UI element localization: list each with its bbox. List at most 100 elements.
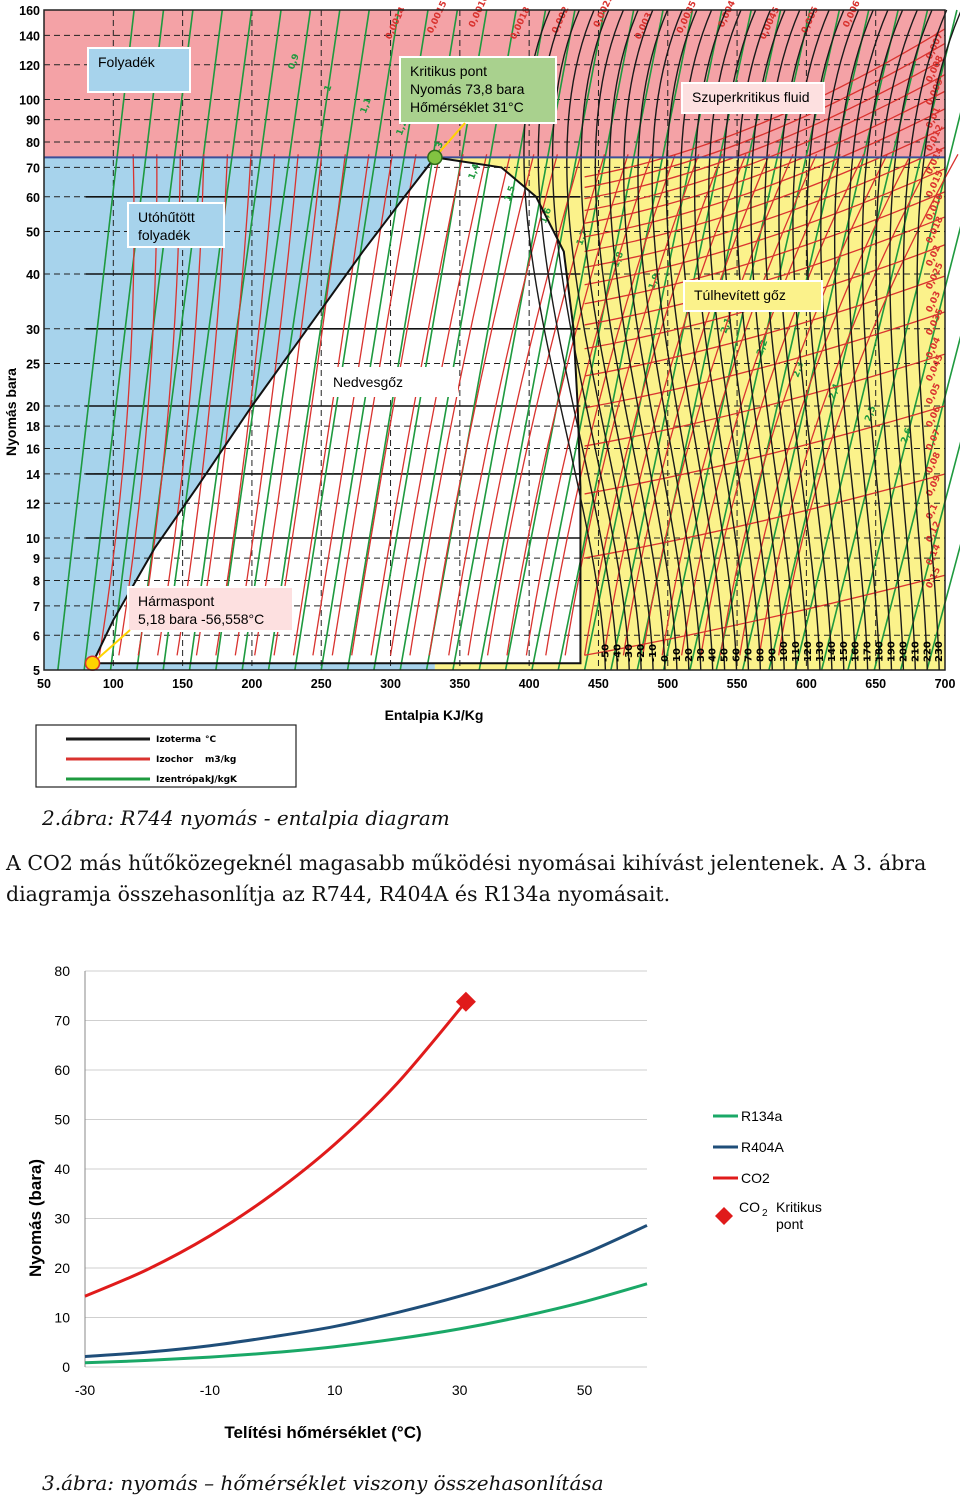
isentrope-line [162, 9, 253, 671]
y-tick-label: 5 [33, 664, 40, 678]
supercritical-label-box [681, 82, 825, 114]
isochor-line [312, 154, 394, 656]
x-tick-label: 600 [796, 677, 817, 691]
legend-label: R404A [741, 1139, 784, 1155]
y-tick-label: 40 [26, 268, 40, 282]
x-tick-label: 350 [449, 677, 470, 691]
y-tick-label: 50 [26, 226, 40, 240]
isotherm-label: 200 [898, 641, 909, 662]
triple-point-label-text: 5,18 bara -56,558°C [138, 611, 264, 627]
wet-vapor-label-box [322, 367, 458, 397]
x-tick-label: 500 [657, 677, 678, 691]
isotherm-line [889, 9, 933, 671]
isochor-line [584, 191, 946, 305]
subcooled-label-text: Utóhűtött [138, 209, 195, 225]
y-tick-label: 25 [26, 358, 40, 372]
isochor-line [584, 73, 946, 212]
supercritical-label-text: Szuperkritikus fluid [692, 89, 810, 105]
x-tick-label: 700 [935, 677, 956, 691]
legend-unit: °C [205, 735, 217, 745]
isentrope-line [847, 225, 960, 671]
y-tick-label: 70 [26, 161, 40, 175]
isochor-line [389, 154, 488, 656]
isentrope-line [215, 9, 312, 671]
isotherm-label: -30 [624, 644, 635, 662]
isotherm-label: 160 [851, 641, 862, 662]
legend-label: CO2 [741, 1170, 770, 1186]
isochor-line [448, 154, 558, 656]
isotherm-label: 10 [672, 648, 683, 662]
isotherm-label: 220 [922, 641, 933, 662]
isotherm-line [594, 9, 666, 671]
isotherm-line [566, 9, 642, 671]
isotherm-line [820, 9, 860, 671]
x-tick-label: 650 [865, 677, 886, 691]
isentrope-line [899, 441, 960, 671]
isotherm-label: 90 [767, 648, 778, 662]
y-tick-label: 10 [26, 532, 40, 546]
legend-marker [715, 1207, 733, 1225]
isotherm-label: -50 [600, 644, 611, 662]
legend-unit: m3/kg [205, 755, 236, 765]
isotherm-line [916, 11, 960, 671]
x-tick-label: 50 [577, 1382, 593, 1398]
y-tick-label: 9 [33, 552, 40, 566]
liquid-label-box [87, 47, 191, 93]
wet-vapor-label-text: Nedvesgőz [333, 374, 403, 390]
y-tick-label: 160 [19, 4, 40, 18]
y-tick-label: 20 [26, 400, 40, 414]
x-axis-title: Entalpia KJ/Kg [385, 707, 484, 723]
y-tick-label: 40 [54, 1161, 70, 1177]
isotherm-line [833, 9, 874, 671]
isochor-line [642, 154, 794, 656]
x-tick-label: -30 [75, 1382, 95, 1398]
isochor-line [584, 108, 946, 238]
y-tick-label: 90 [26, 114, 40, 128]
isotherm-line [861, 9, 904, 671]
triple-point-pointer [91, 629, 131, 665]
supercritical-label: Szuperkritikus fluid [681, 82, 825, 114]
critical-point-marker [427, 149, 443, 166]
y-tick-label: 6 [33, 629, 40, 643]
critical-point-label-text: Kritikus pont [410, 63, 487, 79]
isochor-line [584, 90, 946, 224]
legend-marker-extra: pont [776, 1216, 803, 1232]
y-tick-label: 120 [19, 59, 40, 73]
isochor-line [584, 168, 946, 286]
isotherm-label: 140 [827, 641, 838, 662]
triple-point-marker [84, 655, 101, 672]
isochor-line [622, 154, 771, 656]
isochor-line [661, 154, 818, 656]
superheated-label: Túlhevített gőz [683, 280, 823, 312]
x-axis-title: Telítési hőmérséklet (°C) [224, 1423, 421, 1442]
isentrope-line [820, 112, 960, 671]
isentrope-line [241, 9, 341, 671]
plot-border [43, 9, 946, 671]
figure-2-caption: 2.ábra: R744 nyomás - entalpia diagram [42, 806, 450, 830]
x-tick-label: 30 [452, 1382, 468, 1398]
isochor-line [584, 405, 946, 495]
critical-point-diamond [455, 991, 476, 1012]
y-tick-label: 140 [19, 29, 40, 43]
paragraph: A CO2 más hűtőközegeknél magasabb működé… [6, 851, 927, 906]
isotherm-label: 20 [684, 648, 695, 662]
liquid-label-text: Folyadék [98, 54, 156, 70]
critical-point-label-box [399, 56, 557, 124]
subcooled-label: Utóhűtött folyadék [127, 202, 225, 248]
isochor-line [467, 154, 582, 656]
x-tick-label: 400 [519, 677, 540, 691]
triple-point-label-text: Hármaspont [138, 593, 214, 609]
isochor-line [584, 28, 946, 178]
isochor-line [370, 154, 464, 656]
legend-box [35, 724, 297, 788]
isentrope-line [136, 9, 224, 671]
isochor-line [428, 154, 535, 656]
isotherm-label: -10 [648, 644, 659, 662]
critical-point-label-text: Hőmérséklet 31°C [410, 99, 524, 115]
y-axis-title: Nyomás bara [3, 368, 19, 456]
pressure-enthalpy-diagram: 1601401201009080706050403025201816141210… [3, 0, 960, 788]
isotherm-line [608, 9, 678, 671]
x-tick-label: 250 [311, 677, 332, 691]
